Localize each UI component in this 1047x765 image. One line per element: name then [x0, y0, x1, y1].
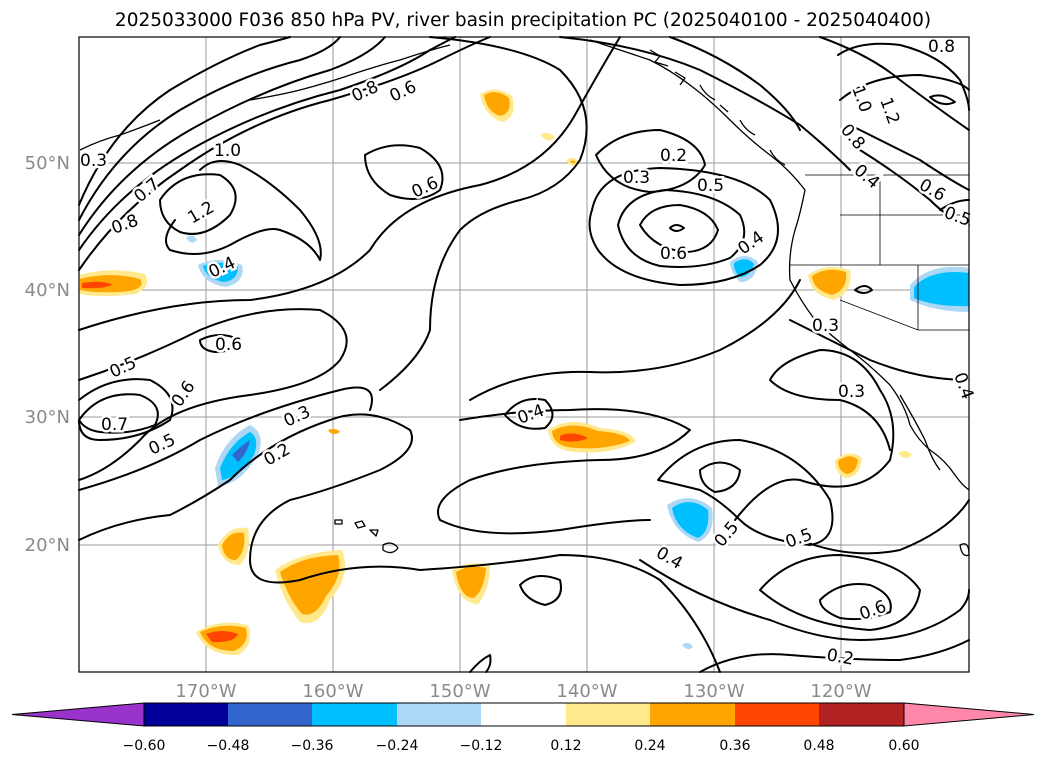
contour-label: 0.3: [623, 168, 650, 188]
colorbar-cell: [228, 703, 312, 726]
lon-tick-label: 120°W: [810, 681, 871, 702]
colorbar-extend-low: [11, 702, 145, 727]
colorbar-tick-label: −0.48: [207, 738, 250, 754]
contour-label: 0.3: [812, 316, 839, 336]
lon-tick-label: 160°W: [302, 681, 363, 702]
colorbar-cells: [11, 702, 1035, 727]
colorbar-tick-label: −0.60: [123, 738, 166, 754]
pv-contours: [78, 36, 970, 673]
colorbar-cell: [397, 703, 481, 726]
colorbar-cell: [144, 703, 228, 726]
colorbar-tick-label: 0.24: [634, 738, 665, 754]
contour-label: 0.7: [101, 415, 128, 435]
lon-tick-label: 140°W: [556, 681, 617, 702]
colorbar-tick-label: −0.12: [460, 738, 503, 754]
contour-label: 0.3: [80, 151, 107, 171]
graticule: [79, 37, 969, 672]
contour-label: 1.0: [214, 141, 241, 161]
lat-tick-label: 30°N: [25, 407, 70, 428]
lon-axis: 170°W 160°W 150°W 140°W 130°W 120°W: [175, 681, 871, 702]
colorbar-cell: [312, 703, 397, 726]
colorbar-ticks: −0.60 −0.48 −0.36 −0.24 −0.12 0.12 0.24 …: [123, 738, 920, 754]
contour-label: 0.8: [928, 37, 955, 57]
map-frame: [78, 36, 970, 673]
lat-tick-label: 50°N: [25, 153, 70, 174]
lon-tick-label: 130°W: [683, 681, 744, 702]
colorbar-extend-high: [903, 702, 1035, 727]
lat-axis: 50°N 40°N 30°N 20°N: [25, 153, 70, 556]
colorbar-cell: [566, 703, 650, 726]
colorbar-tick-label: 0.60: [888, 738, 919, 754]
contour-label: 0.6: [660, 244, 687, 264]
lon-tick-label: 150°W: [429, 681, 490, 702]
contour-label: 0.3: [838, 382, 865, 402]
colorbar-cell: [650, 703, 735, 726]
map-panel: 0.3 0.7 0.8 1.0 1.2 0.8 0.6 0.6 0.4 0.6 …: [78, 35, 980, 673]
colorbar-tick-label: 0.48: [803, 738, 834, 754]
colorbar-tick-label: −0.24: [376, 738, 419, 754]
colorbar-frame: [143, 702, 905, 727]
colorbar-tick-label: 0.12: [550, 738, 581, 754]
colorbar-tick-label: 0.36: [719, 738, 750, 754]
lon-tick-label: 170°W: [175, 681, 236, 702]
colorbar-cell: [735, 703, 819, 726]
precip-shading: [80, 89, 969, 656]
coastlines: [79, 39, 970, 557]
contour-label: 0.2: [660, 146, 687, 166]
lat-tick-label: 40°N: [25, 280, 70, 301]
contour-label: 0.6: [215, 335, 242, 355]
colorbar-cell: [819, 703, 904, 726]
colorbar: −0.60 −0.48 −0.36 −0.24 −0.12 0.12 0.24 …: [11, 702, 1035, 754]
colorbar-tick-label: −0.36: [291, 738, 334, 754]
contour-label: 0.5: [697, 176, 724, 196]
map-title: 2025033000 F036 850 hPa PV, river basin …: [115, 10, 931, 31]
colorbar-cell: [481, 703, 566, 726]
lat-tick-label: 20°N: [25, 535, 70, 556]
